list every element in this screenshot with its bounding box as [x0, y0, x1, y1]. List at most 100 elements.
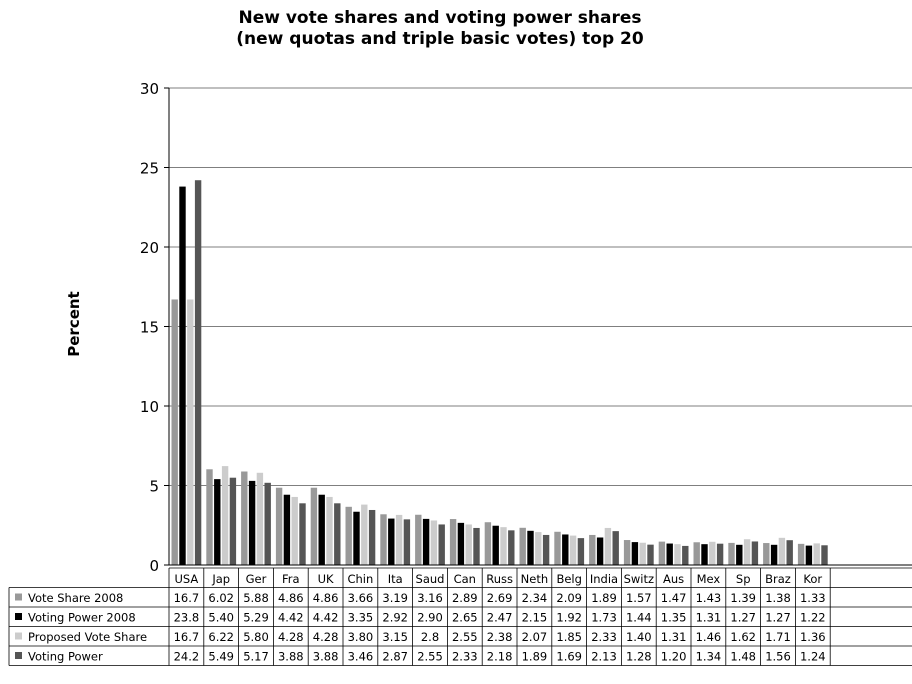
data-label: 3.35 — [348, 611, 374, 625]
data-label: 1.33 — [800, 591, 826, 605]
bar — [612, 531, 619, 565]
data-label: 2.33 — [452, 650, 478, 664]
data-label: 1.40 — [626, 630, 652, 644]
bar — [763, 543, 770, 565]
bar — [353, 511, 360, 565]
data-label: 4.42 — [278, 611, 304, 625]
data-label: 1.39 — [730, 591, 756, 605]
x-tick-label: Sp — [736, 572, 751, 586]
bar — [326, 496, 333, 565]
bar — [492, 525, 499, 565]
data-label: 2.69 — [487, 591, 513, 605]
data-label: 1.31 — [696, 611, 722, 625]
bar — [519, 527, 526, 565]
x-tick-label: Chin — [347, 572, 373, 586]
data-label: 4.86 — [278, 591, 304, 605]
bar — [709, 541, 716, 565]
data-label: 1.57 — [626, 591, 652, 605]
bar — [821, 545, 828, 565]
legend-label: Voting Power — [28, 650, 103, 664]
data-label: 1.31 — [661, 630, 687, 644]
bar — [658, 541, 666, 565]
data-label: 5.40 — [208, 611, 234, 625]
bar — [422, 518, 430, 565]
data-label: 2.07 — [522, 630, 548, 644]
y-tick-label: 10 — [140, 398, 159, 416]
bar — [380, 514, 387, 565]
x-tick-label: India — [590, 572, 618, 586]
bar — [388, 518, 395, 565]
bar — [542, 534, 550, 565]
data-label: 3.15 — [382, 630, 408, 644]
data-label: 2.18 — [487, 650, 513, 664]
data-label: 1.46 — [696, 630, 722, 644]
data-label: 3.80 — [348, 630, 374, 644]
data-label: 1.48 — [730, 650, 756, 664]
bar — [465, 524, 472, 565]
bar — [275, 487, 283, 565]
data-label: 1.28 — [626, 650, 652, 664]
bar — [596, 537, 604, 565]
data-label: 3.16 — [417, 591, 443, 605]
data-label: 1.47 — [661, 591, 687, 605]
data-label: 4.28 — [313, 630, 339, 644]
data-label: 2.65 — [452, 611, 478, 625]
bar — [318, 494, 325, 565]
x-tick-label: Switz — [624, 572, 654, 586]
data-label: 2.55 — [417, 650, 443, 664]
x-tick-label: USA — [174, 572, 198, 586]
data-label: 1.27 — [730, 611, 756, 625]
bar — [743, 539, 751, 565]
data-label: 1.20 — [661, 650, 687, 664]
bar — [666, 543, 673, 565]
data-label: 2.34 — [522, 591, 548, 605]
legend-key — [15, 652, 22, 659]
bar — [577, 538, 585, 565]
data-label: 23.8 — [174, 611, 200, 625]
data-label: 1.22 — [800, 611, 826, 625]
data-label: 6.02 — [208, 591, 234, 605]
bar — [334, 503, 341, 565]
bar — [248, 480, 256, 565]
bar — [283, 494, 291, 565]
data-label: 1.36 — [800, 630, 826, 644]
data-label: 4.42 — [313, 611, 339, 625]
x-tick-label: Ger — [246, 572, 267, 586]
chart-title: New vote shares and voting power shares — [238, 8, 642, 28]
y-tick-label: 20 — [140, 239, 159, 257]
data-label: 2.38 — [487, 630, 513, 644]
data-label: 5.49 — [208, 650, 234, 664]
bar — [229, 477, 237, 565]
bar — [264, 482, 271, 565]
bar — [310, 487, 318, 565]
data-label: 2.89 — [452, 591, 478, 605]
data-label: 2.87 — [382, 650, 408, 664]
bar — [508, 530, 515, 565]
bar — [786, 540, 793, 565]
data-label: 5.88 — [243, 591, 269, 605]
bar — [171, 299, 178, 565]
data-label: 3.66 — [348, 591, 374, 605]
bar — [415, 514, 422, 565]
x-tick-label: Aus — [663, 572, 684, 586]
bar — [647, 544, 654, 565]
bar — [187, 299, 194, 565]
bar — [569, 535, 577, 565]
x-tick-label: Fra — [282, 572, 300, 586]
data-label: 16.7 — [174, 630, 200, 644]
bar — [674, 544, 681, 565]
chart-subtitle: (new quotas and triple basic votes) top … — [236, 29, 644, 49]
bar — [256, 472, 264, 565]
bar — [500, 527, 507, 565]
bar — [778, 537, 786, 565]
data-label: 16.7 — [174, 591, 200, 605]
x-tick-label: Mex — [697, 572, 721, 586]
data-label: 4.86 — [313, 591, 339, 605]
x-tick-label: Kor — [803, 572, 822, 586]
bar — [241, 471, 248, 565]
bar — [693, 542, 700, 565]
bar — [604, 527, 612, 565]
data-label: 1.69 — [556, 650, 582, 664]
x-tick-label: Can — [454, 572, 476, 586]
legend-label: Vote Share 2008 — [28, 591, 123, 605]
